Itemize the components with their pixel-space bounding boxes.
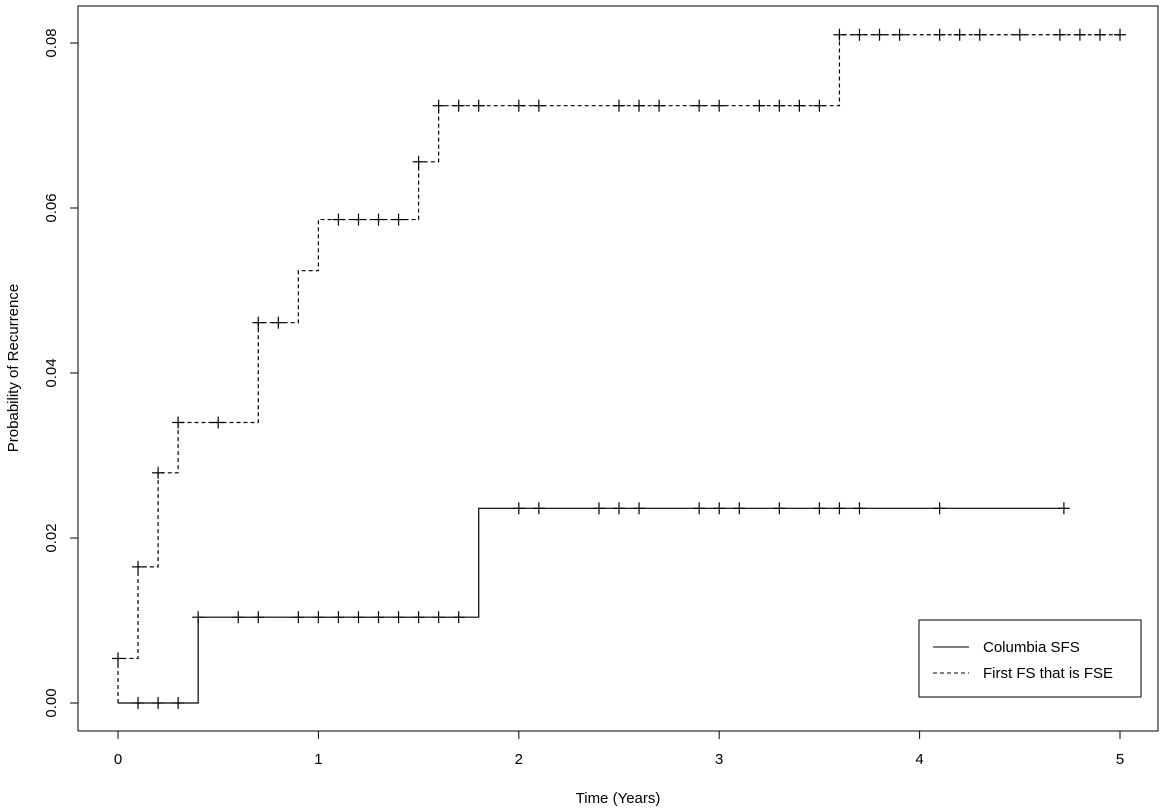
censor-mark xyxy=(933,502,946,515)
censor-mark xyxy=(532,502,545,515)
censor-mark xyxy=(953,28,966,41)
censor-mark xyxy=(352,213,365,226)
legend: Columbia SFS First FS that is FSE xyxy=(918,619,1142,698)
censor-mark xyxy=(1053,28,1066,41)
censor-mark xyxy=(292,611,305,624)
censor-mark xyxy=(472,99,485,112)
censor-mark xyxy=(432,99,445,112)
series-line-first-fs-that-is-fse xyxy=(117,34,1120,703)
censor-mark xyxy=(773,502,786,515)
censor-mark xyxy=(793,99,806,112)
censor-mark xyxy=(412,611,425,624)
censor-mark xyxy=(392,213,405,226)
censor-mark xyxy=(172,697,185,709)
x-axis: 0 1 2 3 4 5 xyxy=(114,730,1124,768)
censor-mark xyxy=(392,611,405,624)
censor-mark xyxy=(1073,28,1086,41)
censor-mark xyxy=(452,611,465,624)
censor-mark xyxy=(613,99,625,112)
censor-mark xyxy=(192,611,205,624)
censor-mark xyxy=(1057,502,1070,515)
censor-mark xyxy=(813,502,826,515)
censor-mark xyxy=(1114,28,1126,41)
censor-mark xyxy=(272,316,285,329)
y-tick-label: 0.04 xyxy=(43,358,60,387)
censor-mark xyxy=(332,611,345,624)
censor-mark xyxy=(592,502,605,515)
censor-mark xyxy=(693,502,706,515)
censor-mark xyxy=(873,28,886,41)
censor-mark xyxy=(1093,28,1106,41)
censor-mark xyxy=(152,697,165,709)
censor-mark xyxy=(633,502,646,515)
x-axis-title: Time (Years) xyxy=(576,790,661,807)
censor-mark xyxy=(693,99,706,112)
censor-mark xyxy=(432,611,445,624)
censor-mark xyxy=(312,611,325,624)
legend-label-columbia-sfs: Columbia SFS xyxy=(983,639,1080,656)
censor-mark xyxy=(633,99,646,112)
censor-mark xyxy=(653,99,666,112)
x-tick-label: 2 xyxy=(515,751,523,768)
censor-mark xyxy=(853,502,866,515)
censor-mark xyxy=(452,99,465,112)
y-tick-label: 0.06 xyxy=(43,193,60,222)
x-tick-label: 0 xyxy=(114,751,122,768)
censor-mark xyxy=(352,611,365,624)
censor-mark xyxy=(132,697,145,709)
censor-mark xyxy=(973,28,986,41)
censor-mark xyxy=(172,416,185,429)
series-first-fs-that-is-fse xyxy=(112,28,1126,703)
censor-mark xyxy=(813,99,826,112)
censor-mark xyxy=(112,652,124,665)
x-tick-label: 3 xyxy=(715,751,723,768)
censor-mark xyxy=(1013,28,1026,41)
series-columbia-sfs xyxy=(118,502,1070,709)
censor-mark xyxy=(713,99,726,112)
censor-mark xyxy=(532,99,545,112)
x-tick-label: 4 xyxy=(915,751,923,768)
x-tick-label: 1 xyxy=(314,751,322,768)
y-tick-label: 0.00 xyxy=(43,688,60,717)
y-tick-label: 0.02 xyxy=(43,523,60,552)
censor-mark xyxy=(773,99,786,112)
legend-label-first-fs-fse: First FS that is FSE xyxy=(983,665,1113,682)
legend-box xyxy=(918,619,1142,698)
censor-mark xyxy=(833,502,846,515)
y-tick-label: 0.08 xyxy=(43,28,60,57)
censor-mark xyxy=(613,502,625,515)
censor-mark xyxy=(512,99,525,112)
series-layer xyxy=(112,28,1126,709)
censor-mark xyxy=(132,560,145,573)
censor-mark xyxy=(933,28,946,41)
censor-mark xyxy=(232,611,245,624)
censor-mark xyxy=(713,502,726,515)
censor-mark xyxy=(152,466,165,479)
censor-mark xyxy=(412,155,425,168)
censor-mark xyxy=(733,502,746,515)
censor-mark xyxy=(372,213,385,226)
y-axis: 0.00 0.02 0.04 0.06 0.08 xyxy=(43,28,79,718)
censor-mark xyxy=(332,213,345,226)
censor-mark xyxy=(212,416,225,429)
y-axis-title: Probability of Recurrence xyxy=(5,284,22,452)
censor-mark xyxy=(833,28,846,41)
censor-mark xyxy=(753,99,766,112)
censor-mark xyxy=(252,611,265,624)
censor-mark xyxy=(512,502,525,515)
censor-mark xyxy=(853,28,866,41)
censor-mark xyxy=(372,611,385,624)
censor-mark xyxy=(252,316,265,329)
x-tick-label: 5 xyxy=(1116,751,1124,768)
censor-mark xyxy=(893,28,906,41)
